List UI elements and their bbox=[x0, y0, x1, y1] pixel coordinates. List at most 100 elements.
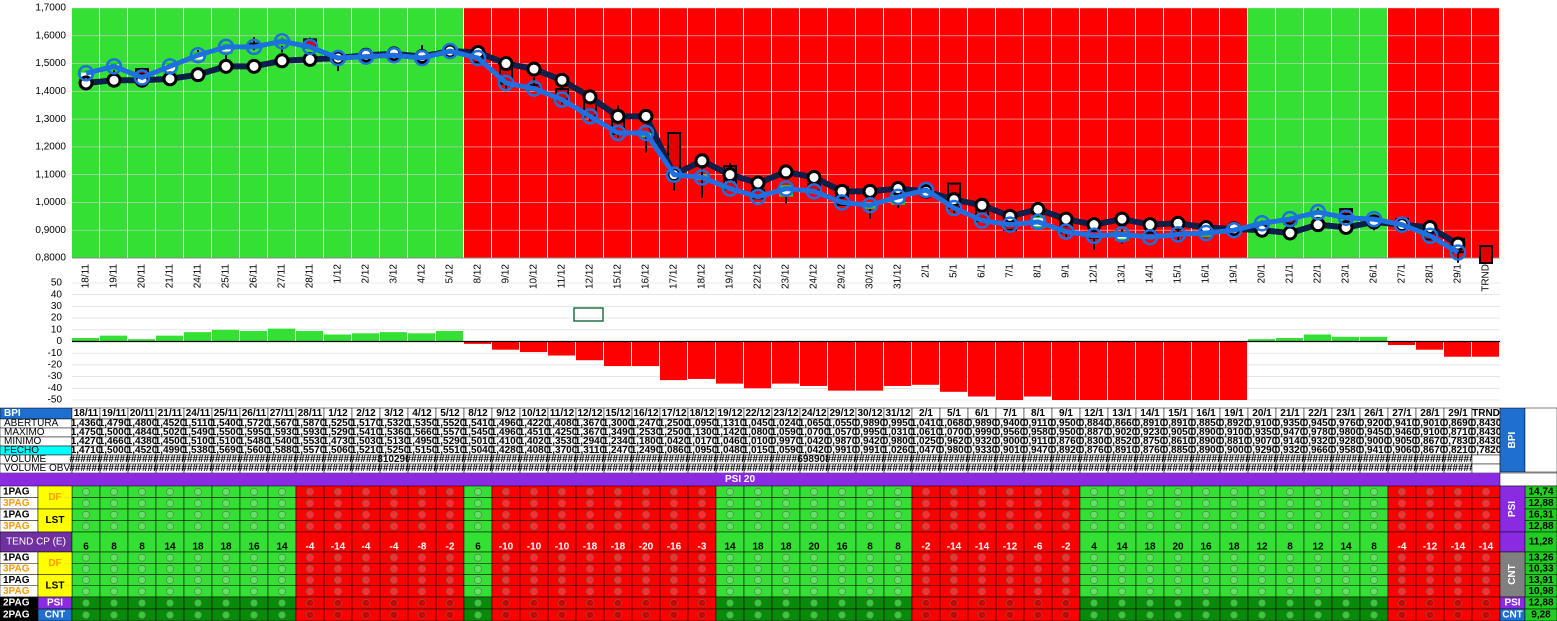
signal-dot bbox=[110, 553, 118, 562]
tend-value: 8 bbox=[867, 542, 873, 553]
cell-text: ###### bbox=[405, 454, 439, 465]
cell-text: ###### bbox=[853, 463, 887, 474]
cell-text: 1,4510 bbox=[519, 427, 550, 438]
bar bbox=[240, 330, 267, 342]
signal-dot bbox=[1398, 553, 1406, 562]
tend-value: -18 bbox=[583, 542, 598, 553]
tend-value: -14 bbox=[947, 542, 962, 553]
signal-dot bbox=[1090, 487, 1098, 496]
cell-text: 698908 bbox=[797, 454, 831, 465]
signal-dot bbox=[1090, 564, 1098, 573]
bar bbox=[128, 339, 155, 342]
signal-dot bbox=[1426, 510, 1434, 519]
signal-dot bbox=[894, 564, 902, 573]
y-tick-label: -50 bbox=[48, 395, 63, 406]
tend-value: 6 bbox=[83, 542, 89, 553]
cell-text: 0,9580 bbox=[1331, 445, 1362, 456]
tend-value: 18 bbox=[220, 542, 232, 553]
signal-dot bbox=[1146, 522, 1154, 531]
line-marker bbox=[833, 194, 851, 211]
tend-value: -8 bbox=[418, 542, 427, 553]
signal-dot bbox=[1426, 499, 1434, 508]
cell-text: ###### bbox=[993, 454, 1027, 465]
signal-dot bbox=[698, 587, 706, 596]
cell bbox=[1524, 608, 1557, 621]
y-tick-label: 1,4000 bbox=[35, 86, 66, 97]
tend-value: -10 bbox=[527, 542, 542, 553]
cell-text: ###### bbox=[965, 463, 999, 474]
cell-text: 0,8850 bbox=[1163, 445, 1194, 456]
signal-dot bbox=[614, 499, 622, 508]
date-header: 25/11 bbox=[214, 408, 239, 419]
signal-dot bbox=[1230, 587, 1238, 596]
date-header: 29/12 bbox=[829, 408, 854, 419]
cell-text: ###### bbox=[825, 463, 859, 474]
signal-dot bbox=[1398, 564, 1406, 573]
y-tick-label: -10 bbox=[48, 348, 63, 359]
signal-dot bbox=[278, 587, 286, 596]
cell-text: ###### bbox=[1329, 454, 1363, 465]
cell-text: ###### bbox=[69, 454, 103, 465]
signal-dot bbox=[866, 553, 874, 562]
cell-text: 0,8910 bbox=[1135, 418, 1166, 429]
signal-dot bbox=[1230, 599, 1238, 607]
signal-dot bbox=[1230, 510, 1238, 519]
signal-dot bbox=[1034, 553, 1042, 562]
date-header: 17/12 bbox=[661, 408, 686, 419]
line-marker bbox=[638, 108, 654, 124]
cell-text: 1,0420 bbox=[659, 436, 690, 447]
cell-text: 1,4380 bbox=[127, 436, 158, 447]
signal-dot bbox=[1258, 611, 1266, 619]
cell-text: 1,4020 bbox=[519, 436, 550, 447]
signal-dot bbox=[334, 487, 342, 496]
cell-text: 1,4730 bbox=[323, 436, 354, 447]
signal-dot bbox=[866, 522, 874, 531]
signal-dot bbox=[1286, 522, 1294, 531]
signal-dot bbox=[642, 587, 650, 596]
signal-dot bbox=[670, 487, 678, 496]
section-bar bbox=[0, 473, 1500, 486]
signal-dot bbox=[782, 553, 790, 562]
y-tick-label: 1,6000 bbox=[35, 30, 66, 41]
signal-dot bbox=[810, 553, 818, 562]
signal-dot bbox=[586, 611, 594, 619]
cell-text: ###### bbox=[741, 454, 775, 465]
signal-dot bbox=[474, 499, 482, 508]
signal-dot bbox=[138, 553, 146, 562]
signal-dot bbox=[306, 576, 314, 585]
signal-dot bbox=[362, 510, 370, 519]
line-marker bbox=[749, 188, 767, 206]
cell-text: ###### bbox=[97, 454, 131, 465]
cell-text: ###### bbox=[433, 454, 467, 465]
bar bbox=[1248, 339, 1275, 342]
signal-dot bbox=[1370, 522, 1378, 531]
tend-value: -18 bbox=[611, 542, 626, 553]
signal-dot bbox=[474, 611, 482, 619]
date-header: 28/1 bbox=[1420, 408, 1440, 419]
signal-dot bbox=[110, 487, 118, 496]
row-total: 13,91 bbox=[1528, 575, 1553, 586]
bar bbox=[520, 341, 547, 353]
signal-dot bbox=[362, 553, 370, 562]
line-marker bbox=[693, 169, 711, 186]
cell-text: 1,5350 bbox=[407, 418, 438, 429]
line-marker bbox=[1421, 227, 1439, 245]
signal-dot bbox=[1314, 587, 1322, 596]
signal-dot bbox=[754, 499, 762, 508]
side-label: PSI bbox=[1507, 501, 1518, 517]
line-marker bbox=[1393, 216, 1411, 233]
x-tick-label: 25/11 bbox=[221, 264, 232, 289]
bar bbox=[492, 341, 519, 350]
row-label: 1PAG bbox=[3, 486, 30, 497]
signal-dot bbox=[670, 499, 678, 508]
bar bbox=[436, 330, 463, 342]
signal-dot bbox=[194, 487, 202, 496]
signal-dot bbox=[1034, 499, 1042, 508]
tend-value: 18 bbox=[192, 542, 204, 553]
x-tick-label: TRND bbox=[1481, 264, 1492, 292]
signal-dot bbox=[866, 587, 874, 596]
cell-text: 310290 bbox=[377, 454, 411, 465]
cell-text: 1,5490 bbox=[183, 427, 214, 438]
cell-text: 1,2500 bbox=[659, 427, 690, 438]
signal-dot bbox=[614, 553, 622, 562]
